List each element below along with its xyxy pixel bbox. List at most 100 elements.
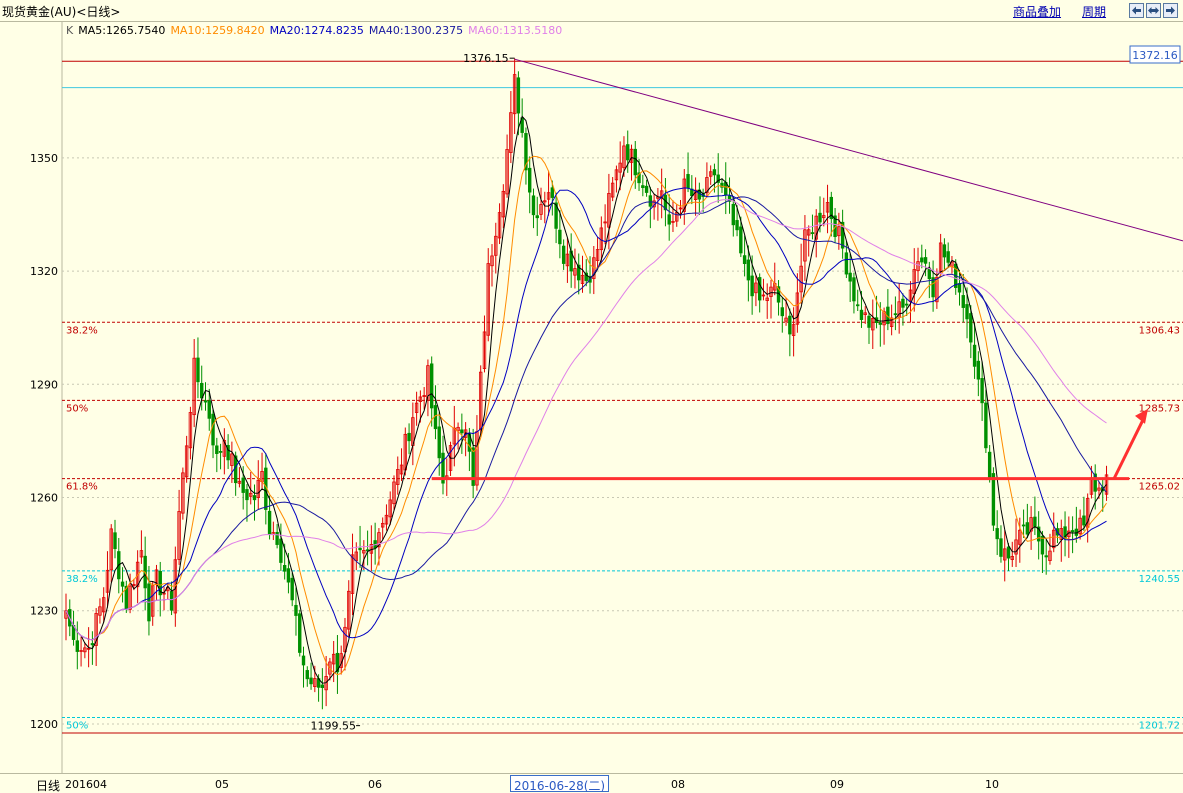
candle-down: [987, 451, 992, 479]
candle-down: [667, 214, 671, 225]
candle-down: [429, 363, 434, 409]
candle-down: [286, 568, 291, 583]
time-axis-bar: 日线 201604 05 06 08 09 10 2016-06-28(二): [0, 773, 1183, 793]
month-tick-sep: 09: [830, 778, 844, 791]
candle-down: [927, 268, 932, 280]
candle-down: [976, 360, 981, 380]
period-button[interactable]: 周期: [1082, 5, 1107, 19]
ma-legend-K: K: [66, 24, 74, 37]
candle-down: [893, 313, 898, 316]
candle-up: [331, 653, 336, 665]
candle-up: [614, 169, 619, 181]
ma-legend-ma5: MA5:1265.7540: [78, 24, 165, 37]
candle-down: [1021, 524, 1026, 527]
candle-up: [795, 292, 800, 325]
ma10-line: [65, 155, 1107, 676]
candle-down: [633, 148, 637, 176]
candle-down: [335, 652, 340, 673]
candle-down: [957, 283, 962, 293]
candle-up: [328, 661, 332, 675]
price-badge-box: [1129, 45, 1181, 64]
candle-up: [109, 528, 113, 571]
candle-up: [806, 229, 811, 236]
candle-up: [482, 331, 487, 369]
candle-down: [931, 277, 935, 298]
candle-up: [497, 212, 502, 239]
candle-down: [716, 174, 720, 183]
candle-up: [79, 650, 83, 652]
level-right-label: 1285.73: [1139, 403, 1180, 414]
candle-down: [358, 547, 362, 551]
month-tick-may: 05: [215, 778, 229, 791]
arrow-left-icon[interactable]: [1129, 3, 1144, 18]
candle-down: [113, 532, 117, 550]
level-right-label: 1201.72: [1139, 720, 1180, 731]
candle-down: [301, 655, 306, 666]
candle-up: [871, 318, 875, 331]
candle-up: [814, 215, 818, 240]
candle-down: [1093, 473, 1097, 492]
candle-up: [505, 149, 509, 195]
candle-down: [279, 538, 283, 563]
candle-down: [516, 77, 521, 114]
candle-up: [705, 177, 709, 194]
candle-down: [905, 303, 909, 306]
candle-up: [799, 265, 803, 293]
candle-up: [105, 569, 110, 593]
candle-down: [848, 272, 852, 282]
candle-down: [558, 229, 562, 245]
candle-down: [1006, 546, 1011, 559]
candle-down: [731, 203, 735, 226]
candle-up: [765, 297, 769, 301]
arrow-right-icon[interactable]: [1163, 3, 1178, 18]
candle-up: [135, 561, 140, 588]
candle-up: [249, 492, 253, 497]
chart-title: 现货黄金(AU)<日线>: [2, 5, 121, 19]
candle-down: [550, 187, 555, 198]
candle-down: [965, 304, 969, 320]
top-bar: 现货黄金(AU)<日线> 商品叠加 周期: [0, 0, 1183, 22]
candle-down: [241, 477, 245, 493]
candle-down: [577, 264, 581, 281]
arrow-both-icon[interactable]: [1146, 3, 1161, 18]
candle-up: [388, 499, 392, 518]
candle-up: [94, 613, 98, 646]
candle-down: [407, 432, 411, 442]
candle-down: [686, 174, 690, 189]
candle-down: [211, 413, 215, 446]
candlestick-chart[interactable]: 1200 1230 1260 1290 1320 1350 38.2% 1306.43 50% 1…: [0, 22, 1183, 773]
candle-down: [252, 495, 257, 501]
candle-up: [803, 229, 807, 262]
candle-up: [188, 412, 193, 449]
ma-legend-ma40: MA40:1300.2375: [369, 24, 463, 37]
candle-down: [641, 185, 645, 189]
candle-up: [580, 274, 585, 284]
candle-down: [437, 426, 441, 459]
candle-up: [222, 440, 227, 457]
candle-down: [746, 259, 751, 281]
candle-up: [863, 312, 867, 315]
candle-down: [867, 315, 871, 328]
candle-down: [644, 185, 649, 193]
candle-up: [603, 221, 607, 224]
candle-up: [362, 550, 366, 554]
candle-down: [460, 429, 464, 434]
candle-up: [618, 162, 622, 173]
candle-down: [829, 196, 834, 220]
commodity-overlay-button[interactable]: 商品叠加: [1013, 5, 1062, 19]
candle-up: [1003, 548, 1007, 561]
candle-down: [309, 677, 313, 685]
candle-down: [780, 307, 784, 317]
candle-up: [486, 263, 490, 336]
candle-down: [999, 538, 1003, 557]
candle-up: [512, 74, 517, 115]
candle-down: [818, 212, 822, 223]
candle-up: [671, 220, 675, 223]
candle-up: [1052, 529, 1056, 549]
candle-up: [678, 207, 683, 210]
candle-down: [727, 195, 732, 202]
candle-up: [1014, 539, 1018, 555]
candle-up: [384, 514, 389, 525]
candle-up: [754, 282, 758, 294]
candle-up: [708, 171, 713, 177]
